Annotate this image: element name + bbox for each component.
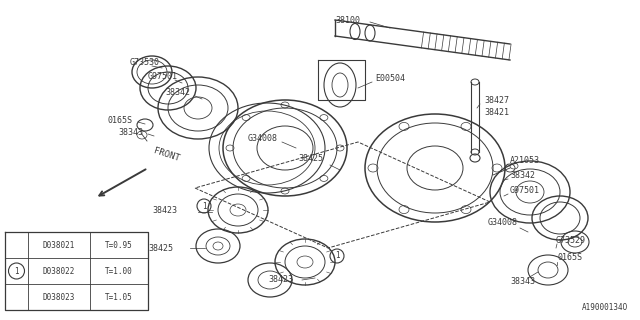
Text: 0165S: 0165S xyxy=(558,253,583,262)
Text: 1: 1 xyxy=(335,252,339,260)
Text: G73530: G73530 xyxy=(130,58,160,67)
Text: 38425: 38425 xyxy=(298,154,323,163)
Text: A21053: A21053 xyxy=(510,156,540,164)
Text: E00504: E00504 xyxy=(375,74,405,83)
Text: D038023: D038023 xyxy=(43,292,75,301)
Text: 38100: 38100 xyxy=(335,15,360,25)
Text: G34008: G34008 xyxy=(488,218,518,227)
Text: 38342: 38342 xyxy=(510,171,535,180)
Text: 0165S: 0165S xyxy=(108,116,133,124)
Text: A19000134O: A19000134O xyxy=(582,303,628,312)
Text: 1: 1 xyxy=(202,202,206,211)
Text: 1: 1 xyxy=(14,267,19,276)
Text: G97501: G97501 xyxy=(148,71,178,81)
Text: 38343: 38343 xyxy=(510,277,535,286)
Text: 38421: 38421 xyxy=(484,108,509,116)
Text: G73529: G73529 xyxy=(556,236,586,244)
Text: T=1.05: T=1.05 xyxy=(105,292,133,301)
Text: 38423: 38423 xyxy=(152,205,177,214)
Text: T=1.00: T=1.00 xyxy=(105,267,133,276)
Text: T=0.95: T=0.95 xyxy=(105,241,133,250)
Text: 38343: 38343 xyxy=(118,127,143,137)
Text: 38342: 38342 xyxy=(165,87,190,97)
Text: D038021: D038021 xyxy=(43,241,75,250)
Text: D038022: D038022 xyxy=(43,267,75,276)
Text: G97501: G97501 xyxy=(510,186,540,195)
Text: G34008: G34008 xyxy=(248,133,278,142)
Text: 38427: 38427 xyxy=(484,95,509,105)
Text: 38423: 38423 xyxy=(268,276,293,284)
Text: 38425: 38425 xyxy=(148,244,173,252)
Text: FRONT: FRONT xyxy=(152,146,180,163)
